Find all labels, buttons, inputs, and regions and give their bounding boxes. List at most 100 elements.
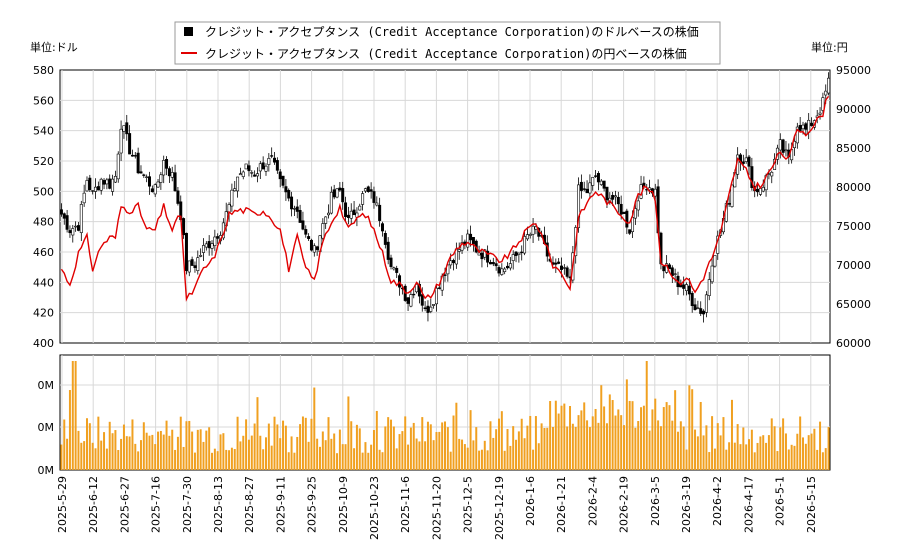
volume-bar bbox=[157, 431, 160, 470]
volume-bar bbox=[171, 429, 174, 470]
volume-bar bbox=[620, 415, 623, 470]
x-tick-label: 2026-4-17 bbox=[742, 476, 755, 533]
candle-body bbox=[275, 160, 279, 171]
volume-bar bbox=[361, 452, 364, 470]
volume-bar bbox=[523, 438, 526, 470]
candle-body bbox=[99, 178, 103, 191]
volume-bar bbox=[776, 451, 779, 470]
volume-bar bbox=[816, 449, 819, 470]
candle-body bbox=[685, 284, 689, 291]
candle-body bbox=[335, 188, 339, 198]
volume-bar bbox=[813, 428, 816, 470]
candle-body bbox=[605, 186, 609, 201]
candle-body bbox=[594, 175, 598, 177]
candle-body bbox=[756, 188, 760, 193]
candle-body bbox=[148, 176, 151, 187]
volume-bar bbox=[577, 415, 580, 470]
volume-bar bbox=[509, 445, 512, 470]
candle-body bbox=[190, 259, 194, 266]
volume-bar bbox=[137, 451, 140, 470]
candle-body bbox=[577, 184, 581, 228]
x-axis: 2025-5-29 2025-6-12 2025-6-27 2025-7-16 2025… bbox=[56, 476, 818, 540]
candle-body bbox=[187, 260, 191, 273]
volume-bar bbox=[569, 406, 572, 470]
volume-bar bbox=[623, 425, 625, 470]
volume-bar bbox=[455, 402, 458, 470]
candle-body bbox=[585, 188, 589, 194]
left-tick-label: 540 bbox=[33, 125, 54, 138]
volume-bar bbox=[603, 406, 606, 470]
candle-body bbox=[380, 223, 384, 232]
volume-bar bbox=[540, 423, 543, 470]
candle-body bbox=[287, 190, 291, 199]
volume-bar bbox=[159, 430, 162, 470]
x-tick-label: 2025-9-25 bbox=[306, 476, 319, 533]
volume-bar bbox=[412, 422, 415, 470]
volume-bar bbox=[111, 433, 114, 470]
volume-bar bbox=[634, 427, 637, 470]
x-tick-label: 2026-5-15 bbox=[805, 476, 818, 533]
volume-bar bbox=[370, 444, 373, 470]
candle-body bbox=[443, 274, 447, 276]
volume-bar bbox=[605, 423, 608, 470]
candle-body bbox=[76, 225, 80, 231]
candle-body bbox=[792, 141, 796, 149]
candle-body bbox=[429, 306, 433, 312]
volume-bar bbox=[748, 439, 751, 470]
volume-bar bbox=[301, 416, 304, 470]
volume-bar bbox=[767, 435, 770, 470]
volume-bar bbox=[154, 444, 157, 470]
candle-body bbox=[503, 268, 507, 273]
volume-bar bbox=[131, 419, 134, 470]
volume-bar bbox=[642, 405, 645, 470]
candle-body bbox=[113, 176, 117, 183]
volume-bar bbox=[176, 436, 179, 470]
left-tick-label: 460 bbox=[33, 246, 54, 259]
volume-bar bbox=[85, 418, 88, 470]
volume-bar bbox=[151, 434, 154, 470]
legend-label-jpy: クレジット・アクセプタンス (Credit Acceptance Corpora… bbox=[205, 46, 687, 61]
candle-body bbox=[491, 262, 495, 265]
volume-bar bbox=[515, 439, 518, 470]
volume-bar bbox=[313, 387, 316, 470]
candle-body bbox=[236, 176, 240, 192]
candle-body bbox=[469, 233, 473, 241]
candle-body bbox=[284, 186, 288, 193]
volume-bar bbox=[282, 420, 285, 470]
volume-bar bbox=[705, 425, 708, 470]
volume-bar bbox=[628, 400, 631, 470]
candle-body bbox=[309, 239, 313, 251]
candle-body bbox=[434, 287, 438, 305]
candle-body bbox=[116, 153, 120, 180]
x-tick-label: 2026-1-6 bbox=[524, 476, 537, 526]
legend: クレジット・アクセプタンス (Credit Acceptance Corpora… bbox=[174, 21, 721, 65]
volume-bar bbox=[316, 438, 319, 470]
volume-bar bbox=[796, 433, 799, 470]
volume-bar bbox=[202, 441, 205, 470]
volume-bar bbox=[617, 409, 620, 470]
volume-bar bbox=[358, 428, 361, 470]
volume-bar bbox=[321, 431, 324, 470]
volume-bar bbox=[179, 416, 182, 470]
candle-body bbox=[307, 236, 311, 239]
volume-bar bbox=[407, 444, 410, 470]
x-tick-label: 2025-12-5 bbox=[462, 476, 475, 533]
candle-body bbox=[338, 187, 342, 191]
candle-body bbox=[699, 308, 703, 314]
volume-bar bbox=[458, 438, 461, 470]
volume-bar bbox=[77, 430, 80, 470]
candle-body bbox=[363, 188, 367, 192]
candle-body bbox=[241, 171, 245, 177]
candle-body bbox=[744, 157, 748, 162]
volume-bar bbox=[242, 435, 245, 470]
volume-bar bbox=[799, 416, 802, 470]
candle-body bbox=[704, 294, 708, 313]
candle-body bbox=[102, 180, 106, 185]
volume-bar bbox=[497, 418, 500, 470]
volume-bar bbox=[193, 452, 196, 470]
volume-bar bbox=[287, 452, 290, 470]
candle-body bbox=[366, 186, 370, 192]
candle-body bbox=[292, 208, 296, 210]
candle-body bbox=[233, 188, 237, 192]
volume-bar bbox=[211, 452, 214, 470]
